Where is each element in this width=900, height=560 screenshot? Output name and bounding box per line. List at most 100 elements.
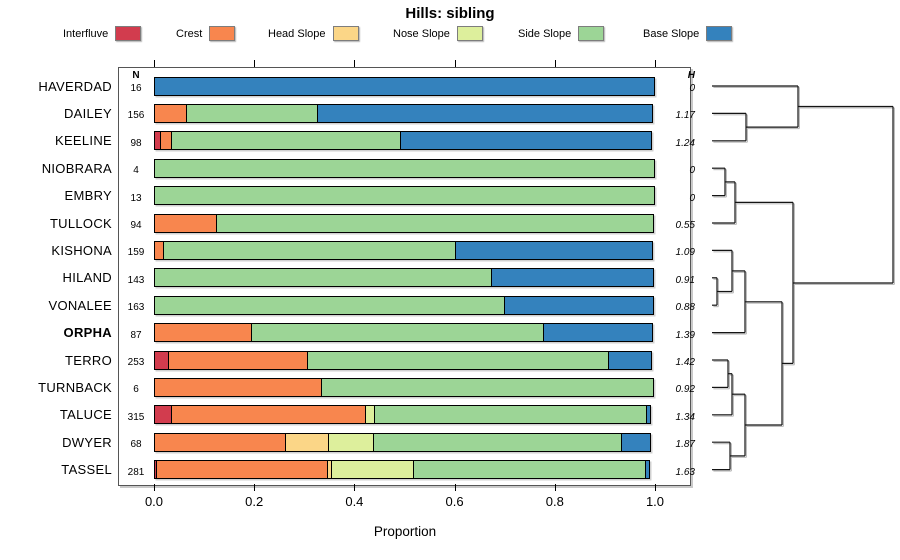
n-value: 13 xyxy=(130,192,142,204)
legend-item-nose: Nose Slope xyxy=(393,26,483,41)
x-tick-label: 0.0 xyxy=(144,494,164,509)
bar-segment-base xyxy=(455,240,653,260)
x-tick xyxy=(454,484,456,491)
legend-label: Nose Slope xyxy=(393,27,450,40)
n-value: 159 xyxy=(127,247,145,259)
row-label-dwyer: DWYER xyxy=(62,434,112,450)
row-label-hiland: HILAND xyxy=(62,270,112,286)
row-label-taluce: TALUCE xyxy=(59,407,112,423)
bar-segment-interfluve xyxy=(154,350,170,370)
row-label-tullock: TULLOCK xyxy=(49,215,112,231)
x-tick xyxy=(254,484,256,491)
bar-segment-interfluve xyxy=(154,405,172,425)
row-label-tassel: TASSEL xyxy=(61,462,112,478)
x-tick-top xyxy=(354,60,356,67)
bar-niobrara xyxy=(154,158,655,178)
bar-segment-base xyxy=(644,460,650,480)
n-value: 253 xyxy=(127,357,145,368)
x-tick-label: 0.8 xyxy=(545,494,564,509)
bar-dwyer xyxy=(154,432,651,452)
legend-item-head: Head Slope xyxy=(268,26,359,41)
h-value: 1.42 xyxy=(675,357,695,368)
x-tick xyxy=(354,484,356,491)
bar-taluce xyxy=(154,405,651,425)
legend-swatch-nose xyxy=(456,26,483,41)
bar-segment-side xyxy=(185,103,319,123)
h-value: 0 xyxy=(689,165,695,177)
n-value: 315 xyxy=(127,411,145,423)
h-value: 1.39 xyxy=(675,329,695,341)
bar-segment-head xyxy=(284,432,329,452)
bar-segment-crest xyxy=(154,432,286,452)
bar-dailey xyxy=(154,103,653,123)
bar-segment-base xyxy=(620,432,651,452)
bar-segment-crest xyxy=(170,405,366,425)
bar-kishona xyxy=(154,240,653,260)
bar-segment-nose xyxy=(327,432,374,452)
bar-orpha xyxy=(154,323,653,343)
bar-segment-side xyxy=(163,240,457,260)
x-tick-top xyxy=(154,60,155,67)
bar-segment-side xyxy=(215,213,654,233)
bar-keeline xyxy=(154,131,652,151)
n-value: 98 xyxy=(130,137,142,149)
bar-segment-nose xyxy=(331,460,414,480)
legend-item-base: Base Slope xyxy=(643,26,733,41)
bar-segment-side xyxy=(372,432,622,452)
legend-swatch-base xyxy=(706,26,733,41)
n-value: 6 xyxy=(133,384,139,396)
bar-segment-crest xyxy=(154,323,252,343)
bar-segment-side xyxy=(154,186,655,206)
x-tick-top xyxy=(655,60,656,67)
bar-segment-base xyxy=(154,76,655,96)
n-column-header: N xyxy=(132,70,140,81)
x-tick-label: 1.0 xyxy=(645,494,665,509)
bar-segment-base xyxy=(400,131,652,151)
bar-embry xyxy=(154,186,655,206)
h-value: 1.34 xyxy=(675,411,695,423)
n-value: 4 xyxy=(133,165,139,177)
bar-hiland xyxy=(154,268,654,288)
legend-item-side: Side Slope xyxy=(518,26,605,41)
h-value: 1.87 xyxy=(675,439,695,451)
bar-segment-base xyxy=(645,405,651,425)
row-label-kishona: KISHONA xyxy=(51,242,112,258)
bar-segment-side xyxy=(154,268,493,288)
h-value: 0.88 xyxy=(675,302,695,314)
bar-segment-crest xyxy=(154,377,322,397)
bar-segment-crest xyxy=(154,213,217,233)
bar-segment-base xyxy=(491,268,654,288)
bar-segment-side xyxy=(307,350,609,370)
h-value: 0.92 xyxy=(675,384,695,396)
row-label-turnback: TURNBACK xyxy=(38,379,112,395)
row-label-orpha: ORPHA xyxy=(63,325,112,341)
bar-segment-crest xyxy=(168,350,309,370)
x-tick xyxy=(655,484,656,491)
n-value: 87 xyxy=(130,329,142,341)
x-tick-top xyxy=(254,60,256,67)
bar-haverdad xyxy=(154,76,655,96)
h-value: 1.09 xyxy=(675,247,695,259)
x-tick-label: 0.2 xyxy=(245,494,264,509)
legend-label: Side Slope xyxy=(518,27,572,40)
row-label-terro: TERRO xyxy=(65,352,112,368)
bar-segment-crest xyxy=(154,103,187,123)
bar-tassel xyxy=(154,460,650,480)
n-value: 163 xyxy=(127,302,145,314)
bar-segment-base xyxy=(317,103,653,123)
h-column-header: H xyxy=(687,70,695,81)
row-label-haverdad: HAVERDAD xyxy=(38,78,112,94)
bar-segment-base xyxy=(607,350,652,370)
n-value: 281 xyxy=(127,466,145,478)
legend-item-interfluve: Interfluve xyxy=(63,26,142,41)
x-tick-label: 0.6 xyxy=(445,494,464,509)
bar-terro xyxy=(154,350,652,370)
x-axis-title: Proportion xyxy=(373,524,437,539)
legend-swatch-crest xyxy=(209,26,236,41)
h-value: 1.24 xyxy=(675,137,695,149)
h-value: 0.55 xyxy=(675,220,695,231)
bar-segment-crest xyxy=(156,460,329,480)
n-value: 68 xyxy=(130,439,142,451)
legend-swatch-side xyxy=(578,26,605,41)
